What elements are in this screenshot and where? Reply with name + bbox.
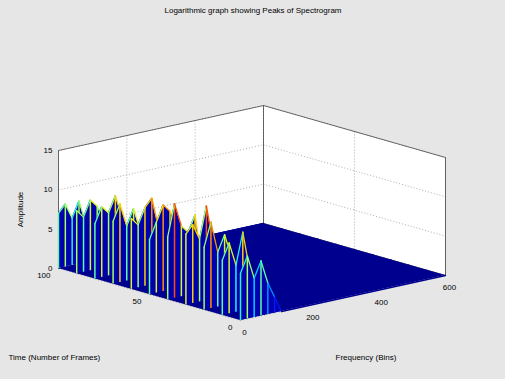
svg-text:Logarithmic graph showing Peak: Logarithmic graph showing Peaks of Spect…	[165, 6, 342, 15]
svg-text:Frequency (Bins): Frequency (Bins)	[336, 353, 397, 362]
svg-text:600: 600	[443, 283, 457, 292]
svg-text:10: 10	[44, 185, 53, 194]
svg-text:0: 0	[242, 328, 247, 337]
svg-text:Time (Number of Frames): Time (Number of Frames)	[9, 353, 101, 362]
svg-text:Amplitude: Amplitude	[16, 191, 25, 227]
svg-text:0: 0	[48, 264, 53, 274]
svg-text:50: 50	[133, 297, 142, 306]
svg-text:100: 100	[37, 271, 51, 280]
svg-text:0: 0	[228, 323, 233, 332]
svg-text:5: 5	[48, 225, 53, 234]
svg-text:400: 400	[374, 298, 388, 307]
svg-text:200: 200	[306, 313, 320, 322]
svg-text:15: 15	[44, 146, 53, 155]
